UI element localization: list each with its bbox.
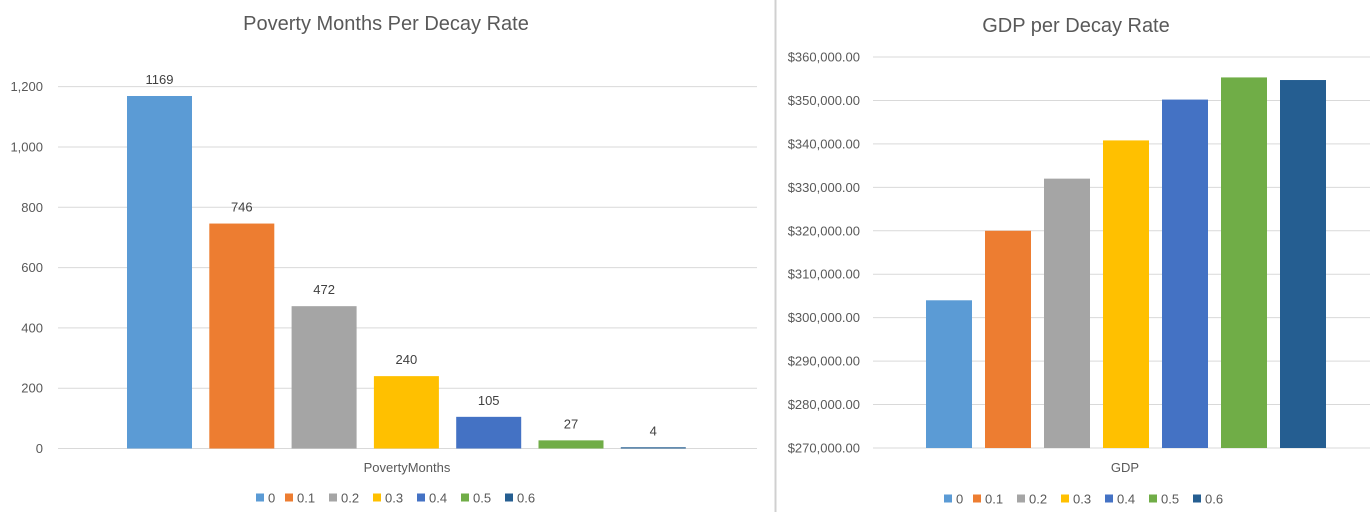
- data-label: 240: [396, 352, 418, 367]
- data-label: 4: [650, 423, 657, 438]
- y-tick-label: 800: [21, 200, 43, 215]
- legend-swatch: [1149, 494, 1157, 503]
- legend-entry: 0.4: [429, 491, 447, 506]
- legend-swatch: [373, 493, 381, 502]
- y-tick-label: 600: [21, 260, 43, 275]
- y-tick-label: 400: [21, 320, 43, 335]
- legend-swatch: [505, 493, 513, 502]
- y-tick-label: $310,000.00: [788, 267, 860, 282]
- bar: [926, 300, 972, 448]
- legend: 0 0.1 0.2 0.3 0.4 0.5 0.6: [944, 492, 1223, 507]
- legend-swatch: [1061, 494, 1069, 503]
- y-tick-label: $280,000.00: [788, 397, 860, 412]
- legend-entry: 0.1: [297, 491, 315, 506]
- data-label: 105: [478, 393, 500, 408]
- bar: [209, 223, 275, 449]
- legend-entry: 0.1: [985, 492, 1003, 507]
- legend-swatch: [329, 493, 337, 502]
- bar: [1162, 99, 1208, 448]
- legend-entry: 0.6: [1205, 492, 1223, 507]
- gdp-chart: GDP per Decay Rate $270,000.00 $280,000.0…: [788, 15, 1370, 507]
- legend-swatch: [256, 493, 264, 502]
- data-label: 1169: [146, 72, 174, 87]
- y-tick-label: $300,000.00: [788, 310, 860, 325]
- chart-title: Poverty Months Per Decay Rate: [243, 13, 529, 35]
- poverty-months-chart: Poverty Months Per Decay Rate 0 200 400 600…: [10, 13, 757, 506]
- bars: [127, 96, 686, 449]
- legend-entry: 0.3: [1073, 492, 1091, 507]
- y-tick-label: $320,000.00: [788, 223, 860, 238]
- bar: [456, 416, 522, 449]
- legend-swatch: [944, 494, 952, 503]
- legend-entry: 0.5: [473, 491, 491, 506]
- y-tick-label: $340,000.00: [788, 136, 860, 151]
- legend-entry: 0.6: [517, 491, 535, 506]
- legend-entry: 0.3: [385, 491, 403, 506]
- data-label: 472: [313, 282, 335, 297]
- legend-swatch: [1105, 494, 1113, 503]
- y-axis-ticks: 0 200 400 600 800 1,000 1,200: [10, 79, 43, 456]
- bar: [1103, 140, 1149, 448]
- legend-entry: 0: [956, 492, 963, 507]
- bar: [291, 306, 357, 449]
- bar: [1280, 80, 1326, 448]
- legend-swatch: [1017, 494, 1025, 503]
- x-category-label: PovertyMonths: [364, 460, 451, 475]
- legend-swatch: [285, 493, 293, 502]
- legend-entry: 0.2: [341, 491, 359, 506]
- bar: [373, 376, 439, 449]
- bar: [985, 230, 1031, 448]
- legend-entry: 0.4: [1117, 492, 1135, 507]
- y-tick-label: $360,000.00: [788, 50, 860, 65]
- bars: [926, 77, 1326, 449]
- bar: [538, 440, 604, 449]
- data-label: 746: [231, 200, 253, 215]
- y-tick-label: $270,000.00: [788, 441, 860, 456]
- legend-swatch: [1193, 494, 1201, 503]
- y-tick-label: $330,000.00: [788, 180, 860, 195]
- y-tick-label: 0: [36, 441, 43, 456]
- legend-swatch: [461, 493, 469, 502]
- y-tick-label: 200: [21, 381, 43, 396]
- data-labels: 1169 746 472 240 105 27 4: [146, 72, 657, 438]
- data-label: 27: [564, 416, 578, 431]
- y-tick-label: 1,200: [10, 79, 43, 94]
- legend-swatch: [417, 493, 425, 502]
- legend-entry: 0.2: [1029, 492, 1047, 507]
- x-category-label: GDP: [1111, 460, 1139, 475]
- legend-entry: 0: [268, 491, 275, 506]
- bar: [127, 96, 192, 449]
- chart-title: GDP per Decay Rate: [982, 15, 1170, 37]
- y-tick-label: $290,000.00: [788, 354, 860, 369]
- legend-entry: 0.5: [1161, 492, 1179, 507]
- bar: [1044, 178, 1090, 448]
- bar: [620, 447, 686, 449]
- bar: [1221, 77, 1267, 449]
- y-axis-ticks: $270,000.00 $280,000.00 $290,000.00 $300,00…: [788, 50, 860, 456]
- y-tick-label: $350,000.00: [788, 93, 860, 108]
- legend-swatch: [973, 494, 981, 503]
- y-tick-label: 1,000: [10, 139, 43, 154]
- legend: 0 0.1 0.2 0.3 0.4 0.5 0.6: [256, 491, 535, 506]
